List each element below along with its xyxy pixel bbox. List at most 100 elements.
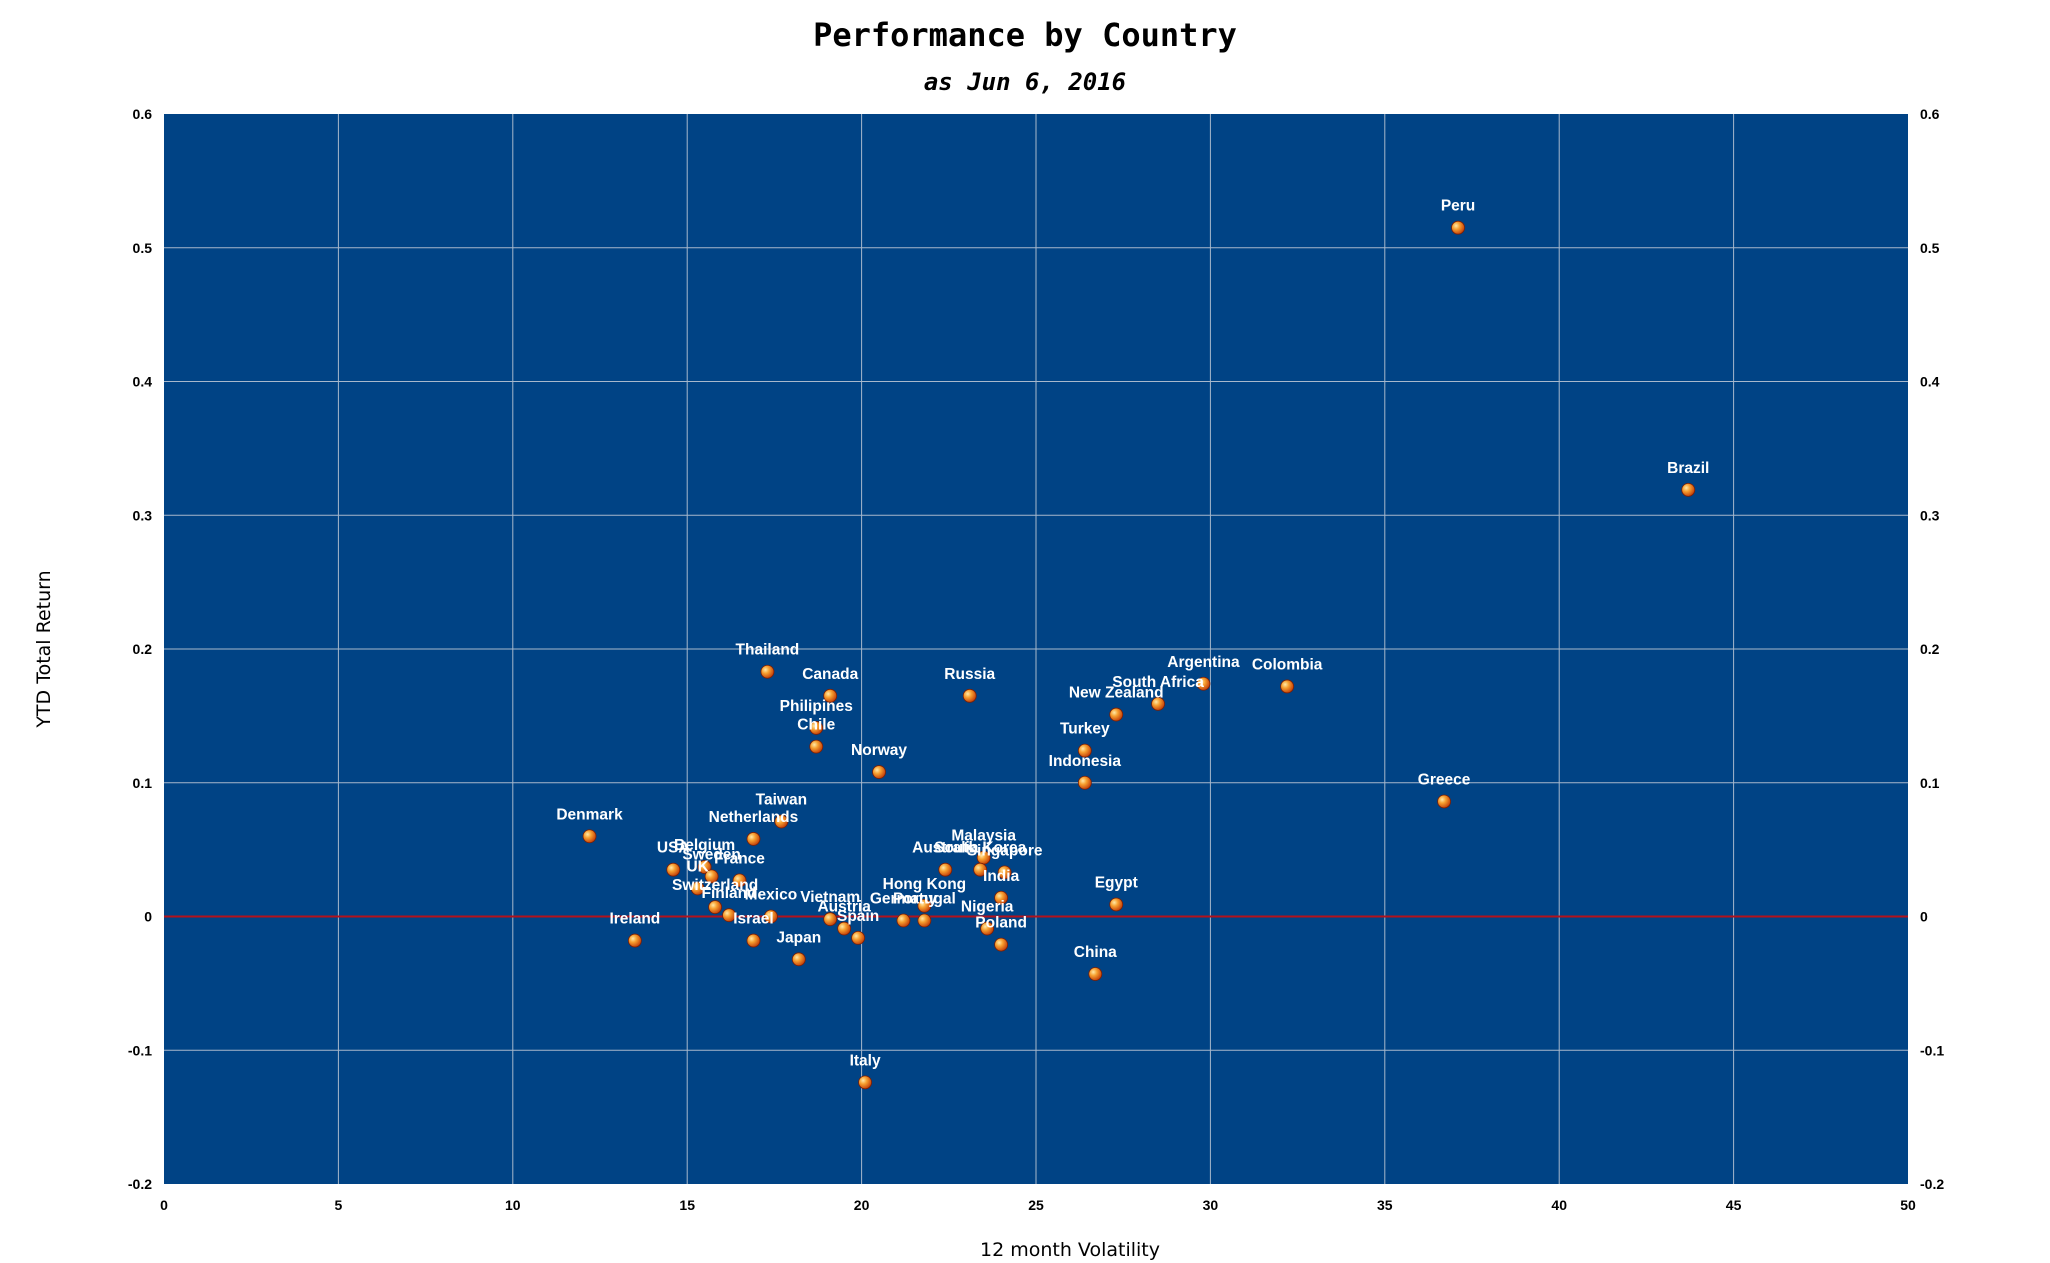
data-label: India	[983, 868, 1020, 885]
data-label: Egypt	[1095, 874, 1138, 891]
data-point	[690, 881, 705, 896]
data-label: Spain	[837, 908, 879, 925]
data-label: Poland	[975, 915, 1027, 932]
x-tick-label: 5	[335, 1197, 343, 1213]
data-label: Germany	[870, 891, 938, 908]
x-tick-label: 35	[1377, 1197, 1393, 1213]
data-point	[697, 860, 712, 874]
data-label: Sweden	[682, 846, 741, 863]
data-label: Chile	[797, 717, 835, 734]
y-tick-label-left: 0.2	[133, 641, 153, 657]
tick-labels: 0 5 10 15 20 25 30 35 40 45 50-0.2 -0.2-0.1 -0.10 00.…	[128, 106, 1944, 1213]
data-label: Italy	[850, 1052, 881, 1069]
data-label: Singapore	[967, 842, 1043, 859]
data-point	[1437, 794, 1451, 809]
data-label: Taiwan	[756, 792, 807, 809]
data-label: New Zealand	[1069, 685, 1164, 702]
data-point	[994, 937, 1009, 952]
x-tick-label: 20	[854, 1197, 870, 1213]
y-tick-label-left: 0.4	[133, 374, 153, 390]
data-label: Japan	[776, 929, 821, 946]
data-label: Switzerland	[672, 877, 758, 894]
data-label: South Africa	[1112, 674, 1204, 691]
data-label: Argentina	[1167, 654, 1240, 671]
data-point	[1151, 696, 1165, 711]
data-label: France	[714, 850, 765, 867]
data-point	[917, 898, 932, 913]
data-point	[1077, 775, 1092, 790]
data-point	[896, 913, 911, 928]
data-point	[708, 900, 723, 915]
data-label: Peru	[1441, 198, 1475, 215]
y-tick-label-right: 0.2	[1920, 641, 1940, 657]
x-tick-label: 45	[1726, 1197, 1742, 1213]
data-label: Mexico	[745, 887, 798, 904]
data-label: Norway	[851, 742, 907, 759]
data-label: Greece	[1418, 771, 1471, 788]
y-tick-label-right: 0	[1920, 909, 1928, 925]
data-point	[851, 931, 866, 945]
data-point	[872, 765, 886, 779]
data-label: Turkey	[1060, 721, 1110, 738]
y-tick-label-left: -0.1	[128, 1042, 152, 1058]
data-label: Hong Kong	[883, 876, 967, 893]
data-point	[858, 1075, 872, 1090]
data-label: Brazil	[1667, 460, 1709, 477]
data-label: Canada	[802, 666, 858, 683]
data-label: Nigeria	[961, 899, 1014, 916]
y-tick-label-right: 0.5	[1920, 240, 1940, 256]
y-tick-label-right: -0.2	[1920, 1176, 1944, 1192]
data-point	[764, 909, 778, 924]
y-tick-label-left: 0.1	[133, 775, 153, 791]
data-point	[823, 688, 838, 703]
data-label: South Korea	[934, 840, 1027, 857]
data-point	[809, 739, 824, 754]
data-point	[1681, 482, 1696, 497]
data-label: Philipines	[780, 698, 853, 715]
x-tick-label: 15	[679, 1197, 695, 1213]
data-label: Finland	[702, 885, 757, 902]
data-label: Australia	[912, 840, 979, 857]
y-tick-label-right: 0.3	[1920, 507, 1940, 523]
data-point	[980, 921, 995, 936]
data-point	[837, 921, 852, 936]
data-point	[722, 908, 736, 923]
y-axis-label: YTD Total Return	[33, 570, 55, 728]
data-label: Israel	[733, 911, 774, 928]
data-label: Austria	[817, 899, 871, 916]
chart-subtitle: as Jun 6, 2016	[924, 68, 1126, 96]
data-point	[746, 832, 761, 846]
data-point	[1451, 220, 1465, 235]
data-label: Russia	[944, 666, 995, 683]
data-point	[760, 664, 775, 679]
data-label: Malaysia	[951, 828, 1016, 845]
data-point	[627, 933, 642, 948]
data-label: UK	[686, 858, 709, 875]
y-tick-label-left: 0.3	[133, 507, 153, 523]
chart-title: Performance by Country	[813, 16, 1237, 54]
data-point	[962, 688, 977, 703]
data-label: Colombia	[1252, 656, 1323, 673]
y-tick-label-left: 0.6	[133, 106, 153, 122]
x-tick-label: 50	[1900, 1197, 1916, 1213]
y-tick-label-right: 0.6	[1920, 106, 1940, 122]
data-label: Indonesia	[1049, 753, 1122, 770]
data-point	[791, 952, 806, 967]
x-tick-label: 0	[160, 1197, 168, 1213]
x-tick-label: 10	[505, 1197, 521, 1213]
data-points	[582, 220, 1696, 1090]
data-point	[704, 869, 719, 884]
data-label: China	[1074, 944, 1117, 961]
data-point	[1088, 967, 1103, 981]
data-label: Portugal	[893, 891, 956, 908]
data-label: Denmark	[556, 806, 623, 823]
y-tick-label-left: -0.2	[128, 1176, 152, 1192]
y-tick-label-right: 0.1	[1920, 775, 1940, 791]
data-point	[997, 865, 1012, 880]
data-point	[1077, 743, 1092, 758]
data-point	[917, 913, 932, 928]
data-label: Netherlands	[709, 809, 799, 826]
data-point	[582, 829, 597, 844]
